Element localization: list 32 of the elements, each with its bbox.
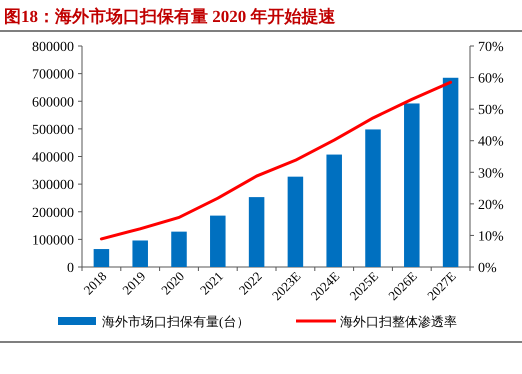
y-tick-label: 700000 <box>32 68 74 83</box>
legend-label: 海外口扫整体渗透率 <box>340 314 457 329</box>
y-tick-label: 800000 <box>32 40 74 55</box>
y-tick-label: 400000 <box>32 150 74 166</box>
legend-label: 海外市场口扫保有量(台） <box>102 314 250 329</box>
bar <box>94 249 110 267</box>
bar <box>404 103 420 267</box>
y2-tick-label: 0% <box>478 261 497 276</box>
y-tick-label: 100000 <box>32 233 74 248</box>
bar <box>442 78 458 267</box>
bar <box>171 232 187 267</box>
y2-tick-label: 10% <box>478 229 504 244</box>
y2-tick-label: 50% <box>478 103 504 118</box>
y2-tick-label: 70% <box>478 40 504 55</box>
y-tick-label: 600000 <box>32 95 74 110</box>
bar <box>248 197 264 267</box>
y2-tick-label: 20% <box>478 198 504 213</box>
y2-tick-label: 40% <box>478 134 504 150</box>
y-tick-label: 500000 <box>32 122 74 138</box>
bar <box>365 129 381 267</box>
y-tick-label: 200000 <box>32 206 74 221</box>
y-tick-label: 0 <box>67 261 74 276</box>
y2-tick-label: 30% <box>478 166 504 182</box>
bar <box>132 240 148 267</box>
y2-tick-label: 60% <box>478 72 504 87</box>
y-tick-label: 300000 <box>32 178 74 194</box>
bar <box>210 216 226 267</box>
line-series <box>100 80 452 240</box>
bar <box>326 154 342 267</box>
x-tick-label: 2021 <box>196 268 226 298</box>
title: 图18：海外市场口扫保有量 2020 年开始提速 <box>4 7 336 26</box>
bar <box>288 176 304 267</box>
